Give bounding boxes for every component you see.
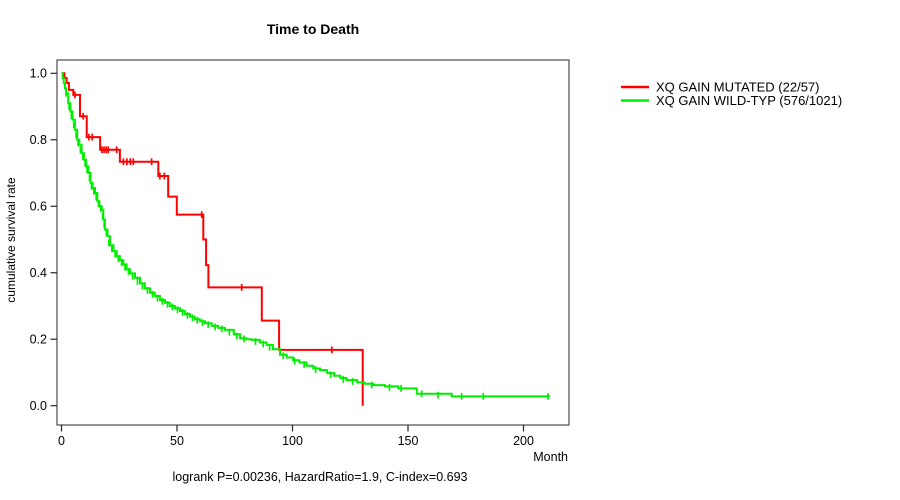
- legend: XQ GAIN MUTATED (22/57) XQ GAIN WILD-TYP…: [621, 80, 842, 108]
- y-tick-label-0.2: 0.2: [30, 333, 47, 347]
- x-tick-label-100: 100: [282, 434, 303, 448]
- y-tick-label-0.4: 0.4: [30, 266, 47, 280]
- x-tick-label-50: 50: [170, 434, 184, 448]
- plot-box: [56, 59, 570, 426]
- y-tick-label-1.0: 1.0: [30, 67, 47, 81]
- censor-ticks-mutated: [74, 91, 333, 354]
- x-axis: 0 50 100 150 200: [58, 425, 534, 448]
- y-axis-title: cumulative survival rate: [4, 177, 18, 303]
- survival-curve-wildtype: [61, 72, 551, 398]
- series-mutated-group: [61, 72, 364, 406]
- y-tick-label-0.6: 0.6: [30, 200, 47, 214]
- x-axis-title: Month: [533, 450, 568, 464]
- y-tick-label-0.0: 0.0: [30, 399, 47, 413]
- x-tick-label-200: 200: [513, 434, 534, 448]
- series-wildtype-group: [61, 72, 551, 400]
- x-tick-label-0: 0: [58, 434, 65, 448]
- y-tick-label-0.8: 0.8: [30, 133, 47, 147]
- legend-label-mutated: XQ GAIN MUTATED (22/57): [656, 80, 820, 95]
- y-axis: 0.0 0.2 0.4 0.6 0.8 1.0: [30, 67, 57, 413]
- legend-label-wildtype: XQ GAIN WILD-TYP (576/1021): [656, 93, 842, 108]
- chart-title: Time to Death: [267, 21, 359, 37]
- x-tick-label-150: 150: [398, 434, 419, 448]
- censor-ticks-wildtype: [65, 89, 549, 400]
- survival-curve-mutated: [61, 72, 364, 406]
- stats-caption: logrank P=0.00236, HazardRatio=1.9, C-in…: [173, 470, 468, 484]
